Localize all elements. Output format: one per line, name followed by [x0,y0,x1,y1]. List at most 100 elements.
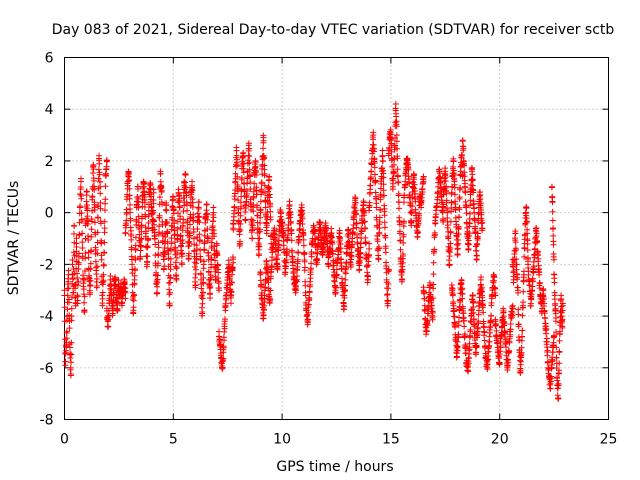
data-point [390,161,397,168]
data-point [242,208,249,215]
data-point [310,222,317,229]
data-point [463,210,470,217]
data-point [371,164,378,171]
data-point [214,252,221,259]
data-point [372,178,379,185]
data-point [200,258,207,265]
data-point [84,217,91,224]
data-point [472,230,479,237]
data-point [441,183,448,190]
data-point [444,222,451,229]
data-point [260,315,267,322]
data-point [181,178,188,185]
data-point [118,300,125,307]
data-point [429,313,436,320]
data-point [161,240,168,247]
data-point [301,258,308,265]
data-point [300,236,307,243]
data-point [189,204,196,211]
data-point [308,253,315,260]
data-point [200,279,207,286]
data-point [206,285,213,292]
data-point [173,276,180,283]
data-point [459,290,466,297]
data-point [332,284,339,291]
data-point [204,226,211,233]
data-point [367,173,374,180]
data-point [180,219,187,226]
data-point [200,289,207,296]
data-point [105,323,112,330]
data-point [63,335,70,342]
data-point [176,192,183,199]
data-point [114,301,121,308]
data-point [267,216,274,223]
data-point [394,145,401,152]
data-point [408,208,415,215]
data-point [354,245,361,252]
data-point [73,248,80,255]
data-point [78,218,85,225]
y-tick-label: -6 [40,361,54,377]
data-point [234,173,241,180]
data-point [455,225,462,232]
data-point [339,282,346,289]
data-point [468,168,475,175]
data-point [221,316,228,323]
data-point [326,245,333,252]
data-point [71,222,78,229]
data-point [366,199,373,206]
data-point [403,160,410,167]
data-point [96,152,103,159]
data-point [147,181,154,188]
data-point [298,204,305,211]
data-point [443,197,450,204]
data-point [150,209,157,216]
data-point [209,230,216,237]
data-point [316,219,323,226]
data-point [88,248,95,255]
data-point [263,258,270,265]
data-point [195,205,202,212]
data-point [400,199,407,206]
data-point [196,238,203,245]
data-point [212,276,219,283]
data-point [89,169,96,176]
data-point [411,181,418,188]
data-point [447,228,454,235]
data-point [222,302,229,309]
data-point [374,238,381,245]
data-point [366,240,373,247]
data-point [331,271,338,278]
data-point [248,207,255,214]
data-point [193,251,200,258]
data-point [465,245,472,252]
data-point [126,192,133,199]
data-point [393,123,400,130]
data-point [110,302,117,309]
data-point [388,155,395,162]
data-point [75,278,82,285]
data-point [347,263,354,270]
data-point [271,225,278,232]
data-point [76,231,83,238]
plot-frame [64,57,609,420]
data-point [296,226,303,233]
data-point [259,163,266,170]
data-point [142,230,149,237]
data-point [307,281,314,288]
data-point [102,170,109,177]
data-point [392,101,399,108]
data-point [371,171,378,178]
data-point [451,178,458,185]
data-point [454,343,461,350]
data-point [262,204,269,211]
data-point [175,210,182,217]
data-point [130,310,137,317]
data-point [396,205,403,212]
data-point [400,219,407,226]
data-point [155,244,162,251]
data-point [221,323,228,330]
data-point [257,206,264,213]
data-point [193,256,200,263]
